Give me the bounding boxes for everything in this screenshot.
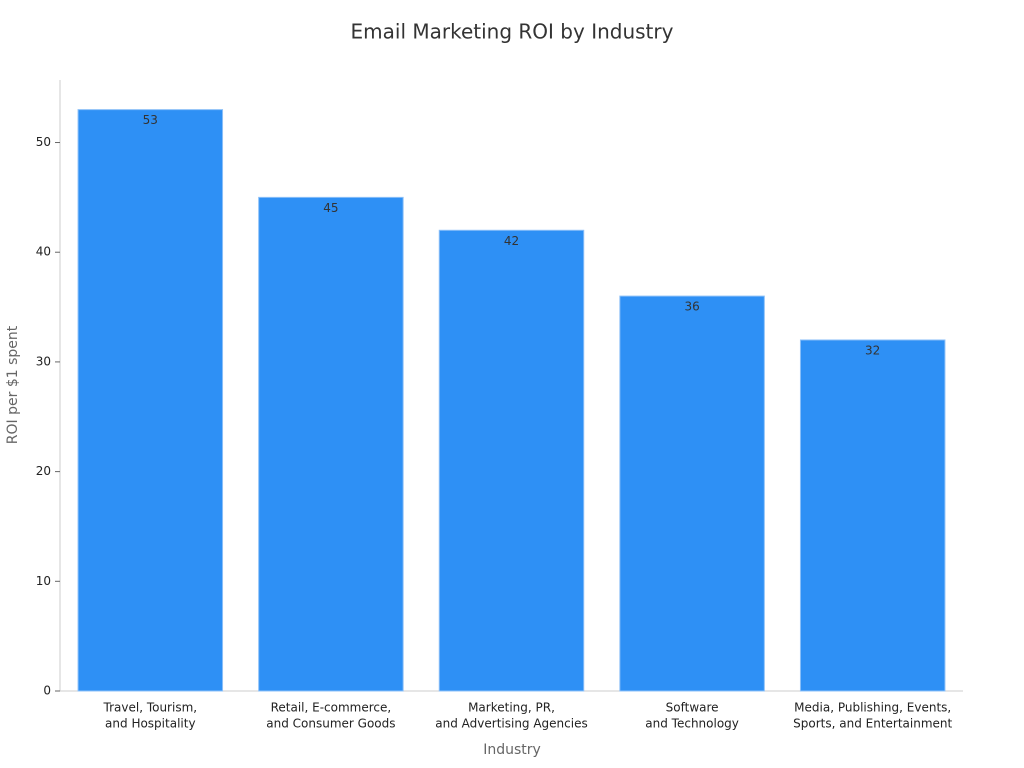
x-tick-label: Marketing, PR, bbox=[468, 701, 555, 715]
chart-title: Email Marketing ROI by Industry bbox=[351, 20, 674, 44]
value-label: 32 bbox=[865, 343, 880, 357]
bar bbox=[77, 109, 224, 692]
x-tick-label: and Technology bbox=[645, 717, 739, 731]
x-tick-label: Travel, Tourism, bbox=[103, 701, 198, 715]
x-tick-label: and Hospitality bbox=[105, 717, 196, 731]
y-tick-label: 20 bbox=[36, 464, 51, 478]
x-tick-label: Software bbox=[666, 701, 719, 715]
y-tick-label: 10 bbox=[36, 574, 51, 588]
value-label: 36 bbox=[684, 300, 699, 314]
x-tick-label: and Consumer Goods bbox=[266, 717, 395, 731]
bar bbox=[619, 295, 765, 692]
y-tick-label: 40 bbox=[36, 245, 51, 259]
bar bbox=[258, 196, 404, 692]
y-tick-label: 30 bbox=[36, 354, 51, 368]
y-tick-label: 0 bbox=[43, 684, 51, 698]
value-label: 42 bbox=[504, 234, 519, 248]
value-label: 53 bbox=[143, 113, 158, 127]
x-axis-label: Industry bbox=[483, 742, 541, 758]
y-axis-label: ROI per $1 spent bbox=[5, 325, 21, 444]
x-tick-label: Sports, and Entertainment bbox=[793, 717, 952, 731]
bar bbox=[799, 339, 946, 692]
bar bbox=[438, 229, 585, 692]
x-tick-label: and Advertising Agencies bbox=[435, 717, 587, 731]
y-tick-label: 50 bbox=[36, 135, 51, 149]
x-tick-label: Retail, E-commerce, bbox=[271, 701, 392, 715]
value-label: 45 bbox=[323, 201, 338, 215]
x-tick-label: Media, Publishing, Events, bbox=[794, 701, 951, 715]
